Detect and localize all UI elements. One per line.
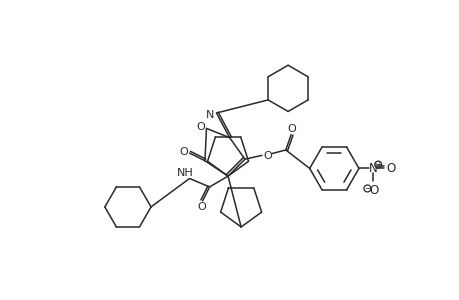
Text: +: +: [374, 160, 381, 169]
Text: O: O: [287, 124, 296, 134]
Text: NH: NH: [177, 168, 194, 178]
Text: N: N: [368, 162, 376, 175]
Text: O: O: [179, 147, 188, 157]
Text: O: O: [197, 202, 206, 212]
Text: O: O: [196, 122, 204, 132]
Text: O: O: [386, 162, 395, 175]
Text: O: O: [263, 151, 271, 161]
Text: −: −: [364, 184, 370, 193]
Text: O: O: [368, 184, 377, 196]
Text: N: N: [206, 110, 214, 119]
